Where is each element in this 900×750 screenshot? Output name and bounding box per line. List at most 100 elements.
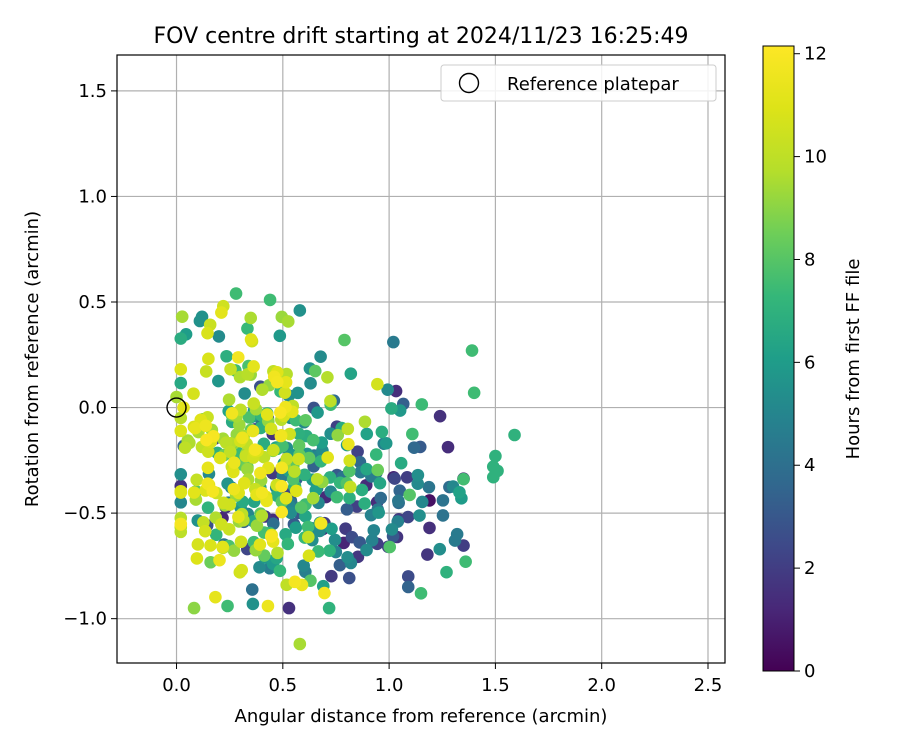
- data-point: [423, 521, 436, 535]
- data-point: [241, 322, 254, 335]
- y-tick-label: 0.5: [78, 292, 107, 313]
- data-point: [237, 476, 251, 490]
- data-point: [227, 544, 241, 557]
- data-point: [174, 411, 188, 425]
- data-point: [174, 496, 188, 509]
- data-point: [201, 501, 215, 514]
- data-point: [221, 599, 234, 613]
- data-point: [441, 440, 455, 454]
- colorbar-tick-label: 0: [804, 661, 815, 682]
- data-point: [255, 383, 269, 396]
- x-tick-label: 0.5: [268, 675, 297, 696]
- data-point: [282, 601, 296, 615]
- data-point: [373, 476, 387, 490]
- data-point: [234, 535, 248, 549]
- data-point: [278, 386, 292, 400]
- colorbar-tick-label: 8: [804, 249, 815, 270]
- colorbar-label: Hours from first FF file: [843, 259, 864, 460]
- data-point: [360, 543, 373, 557]
- data-point: [198, 524, 212, 538]
- data-point: [267, 443, 280, 457]
- data-point: [406, 427, 419, 441]
- data-point: [401, 510, 415, 524]
- data-point: [231, 351, 245, 364]
- colorbar-gradient: [762, 45, 795, 672]
- data-point: [318, 586, 331, 600]
- y-axis-label: Rotation from reference (arcmin): [22, 211, 43, 507]
- data-point: [288, 465, 301, 478]
- data-point: [177, 401, 190, 414]
- data-point: [413, 509, 426, 522]
- data-point: [202, 352, 215, 366]
- data-point: [306, 491, 320, 505]
- data-point: [293, 304, 307, 317]
- data-point: [341, 550, 354, 564]
- data-point: [308, 364, 322, 378]
- data-point: [281, 537, 295, 551]
- data-point: [342, 571, 356, 585]
- data-point: [355, 483, 369, 497]
- data-point: [264, 530, 278, 543]
- data-point: [343, 480, 357, 494]
- data-point: [274, 429, 288, 443]
- data-point: [247, 397, 261, 410]
- data-point: [229, 287, 243, 300]
- data-point: [324, 394, 337, 408]
- legend: Reference platepar: [440, 64, 717, 102]
- data-point: [344, 367, 358, 380]
- data-point: [333, 558, 347, 572]
- data-point: [174, 467, 188, 481]
- data-point: [453, 486, 466, 499]
- data-point: [279, 491, 293, 505]
- data-point: [271, 546, 284, 560]
- data-point: [284, 506, 298, 520]
- data-point: [247, 360, 260, 373]
- data-point: [222, 393, 236, 406]
- data-point: [297, 559, 310, 572]
- data-point: [465, 344, 479, 357]
- data-point: [299, 413, 312, 427]
- x-tick-label: 1.5: [481, 675, 510, 696]
- data-point: [187, 387, 200, 400]
- data-point: [241, 462, 254, 476]
- data-point: [379, 437, 393, 450]
- data-point: [174, 332, 188, 345]
- data-point: [341, 422, 355, 436]
- data-point: [331, 428, 345, 442]
- y-tick-label: 0.0: [78, 398, 107, 419]
- data-point: [214, 517, 228, 531]
- data-point: [486, 470, 500, 484]
- data-point: [489, 449, 502, 463]
- data-point: [199, 365, 213, 378]
- data-point: [407, 441, 421, 455]
- data-point: [201, 461, 215, 475]
- colorbar-tick-label: 6: [804, 352, 815, 373]
- data-point: [371, 377, 384, 391]
- data-point: [436, 494, 450, 507]
- data-point: [250, 519, 264, 532]
- data-point: [217, 496, 230, 510]
- data-point: [422, 480, 436, 494]
- data-point: [343, 454, 357, 467]
- data-point: [209, 590, 222, 604]
- data-point: [385, 402, 398, 415]
- data-point: [201, 445, 215, 458]
- data-point: [330, 490, 344, 504]
- data-point: [238, 387, 251, 400]
- y-tick-label: 1.0: [78, 186, 107, 207]
- data-point: [365, 534, 379, 547]
- data-point: [440, 565, 453, 579]
- data-point: [274, 406, 287, 419]
- data-point: [204, 539, 217, 552]
- data-point: [273, 564, 287, 578]
- data-point: [302, 451, 316, 465]
- data-point: [224, 362, 237, 376]
- data-point: [246, 424, 260, 438]
- reference-platepar-marker: [166, 397, 187, 418]
- data-point: [227, 465, 240, 479]
- data-point: [314, 517, 328, 530]
- y-tick-label: 1.5: [78, 81, 107, 102]
- data-point: [375, 425, 389, 439]
- data-point: [400, 471, 414, 484]
- data-point: [383, 540, 397, 554]
